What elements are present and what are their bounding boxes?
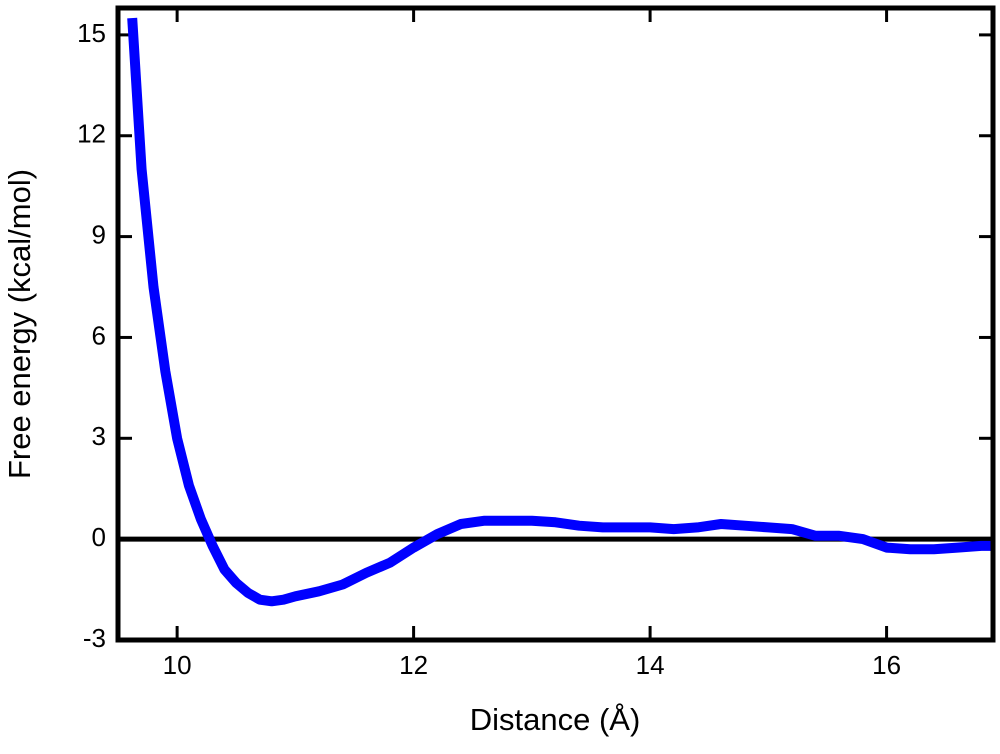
y-tick-label: -3 [83, 623, 106, 653]
y-tick-label: 12 [77, 119, 106, 149]
y-tick-label: 0 [92, 522, 106, 552]
y-tick-label: 6 [92, 320, 106, 350]
y-tick-label: 3 [92, 421, 106, 451]
x-tick-label: 12 [399, 650, 428, 680]
y-tick-label: 15 [77, 18, 106, 48]
plot-frame [115, 5, 996, 643]
y-tick-label: 9 [92, 219, 106, 249]
x-tick-label: 10 [163, 650, 192, 680]
x-tick-label: 14 [636, 650, 665, 680]
x-axis-label: Distance (Å) [470, 702, 641, 737]
x-tick-label: 16 [872, 650, 901, 680]
data-line [127, 17, 993, 607]
y-axis-label: Free energy (kcal/mol) [2, 169, 37, 479]
